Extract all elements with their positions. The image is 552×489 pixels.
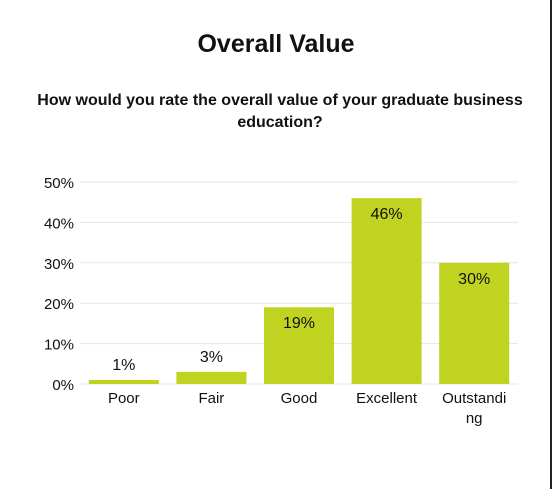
chart-subtitle: How would you rate the overall value of …: [37, 92, 523, 131]
x-tick-label: Excellent: [356, 390, 418, 407]
data-label: 3%: [200, 349, 223, 366]
x-axis: Poor Fair Good Excellent Outstandi ng: [108, 390, 506, 427]
y-tick-label: 50%: [44, 175, 74, 192]
x-tick-label: ng: [466, 410, 483, 427]
y-tick-label: 10%: [44, 337, 74, 354]
y-tick-label: 0%: [52, 377, 74, 394]
y-axis: 0% 10% 20% 30% 40% 50%: [44, 175, 74, 394]
y-tick-label: 30%: [44, 256, 74, 273]
bar-poor: [88, 379, 159, 384]
bars: [88, 198, 510, 384]
bar-excellent: [351, 198, 422, 384]
bar-outstanding: [439, 262, 510, 384]
bar-fair: [176, 371, 247, 384]
x-tick-label: Poor: [108, 390, 140, 407]
data-label: 19%: [283, 315, 315, 332]
data-label: 46%: [371, 206, 403, 223]
x-tick-label: Good: [281, 390, 318, 407]
data-labels: 1% 3% 19% 46% 30%: [112, 206, 490, 374]
data-label: 1%: [112, 357, 135, 374]
data-label: 30%: [458, 271, 490, 288]
bar-good: [264, 307, 334, 384]
y-tick-label: 40%: [44, 215, 74, 232]
y-tick-label: 20%: [44, 296, 74, 313]
chart-title: Overall Value: [197, 30, 355, 58]
x-tick-label: Fair: [198, 390, 224, 407]
x-tick-label: Outstandi: [442, 390, 506, 407]
window-edge: [550, 0, 552, 489]
